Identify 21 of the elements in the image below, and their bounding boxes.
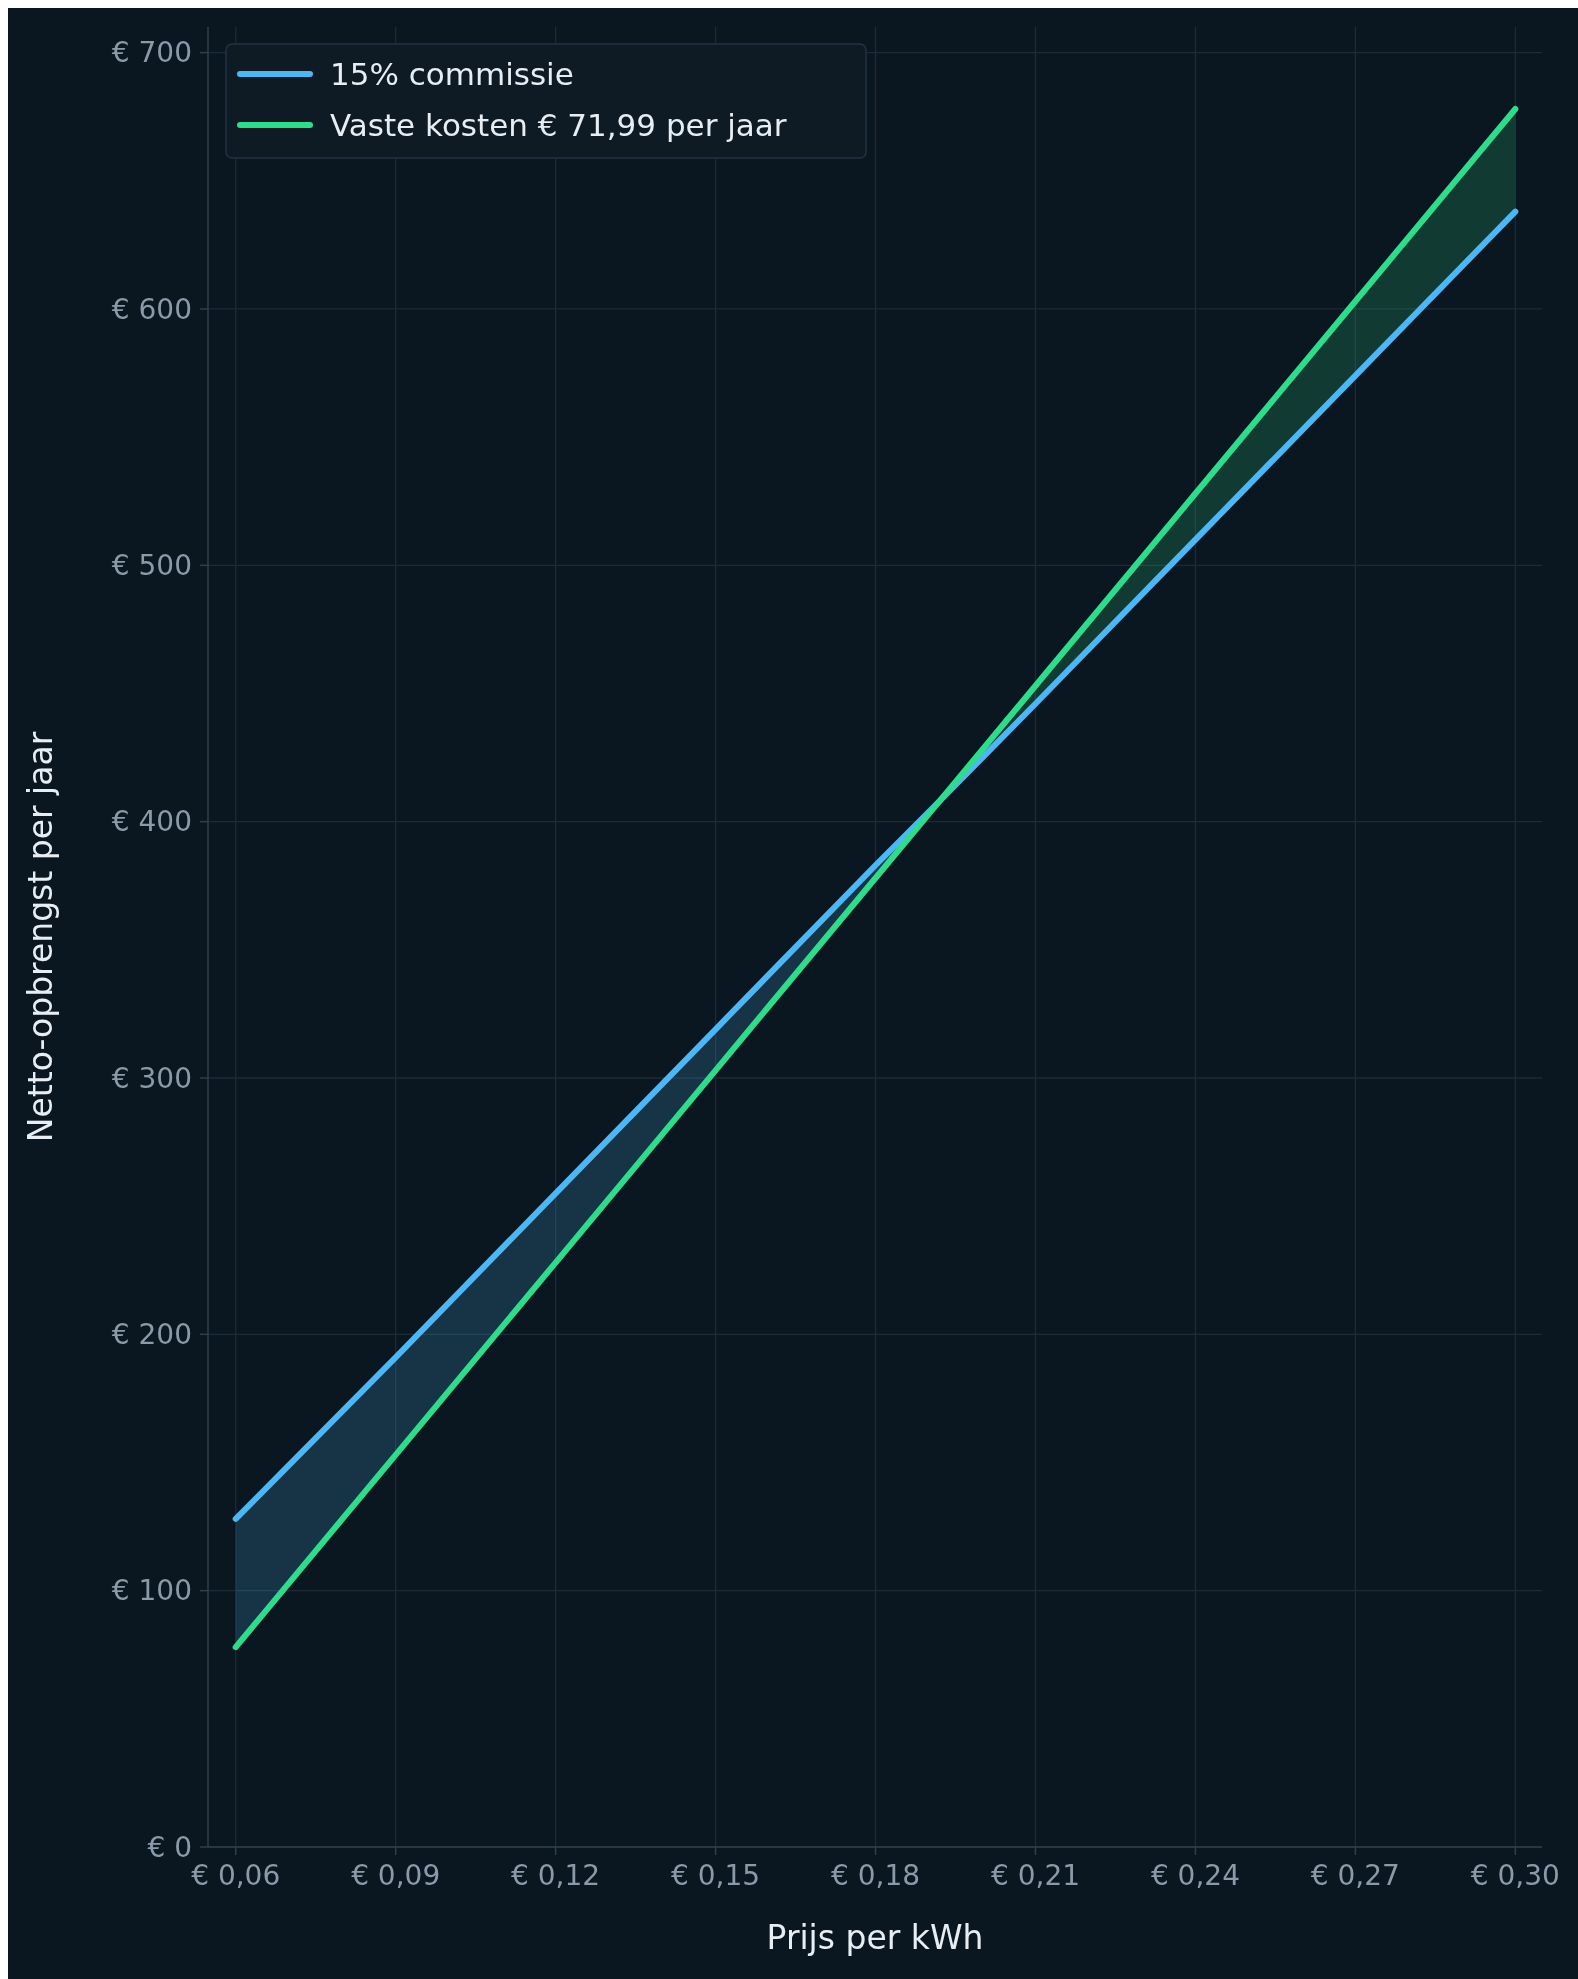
y-tick-label: € 300 bbox=[111, 1061, 192, 1095]
x-tick-label: € 0,15 bbox=[671, 1859, 761, 1892]
y-tick-label: € 400 bbox=[111, 805, 192, 839]
y-tick-label: € 100 bbox=[111, 1574, 192, 1608]
x-tick-label: € 0,27 bbox=[1310, 1859, 1400, 1892]
y-tick-label: € 0 bbox=[147, 1830, 192, 1864]
x-tick-label: € 0,09 bbox=[351, 1859, 441, 1892]
x-tick-label: € 0,18 bbox=[831, 1859, 921, 1892]
y-axis-title: Netto-opbrengst per jaar bbox=[21, 731, 60, 1143]
y-tick-label: € 500 bbox=[111, 549, 192, 583]
legend-label: 15% commissie bbox=[330, 55, 574, 92]
legend-label: Vaste kosten € 71,99 per jaar bbox=[330, 106, 787, 143]
y-tick-label: € 200 bbox=[111, 1318, 192, 1352]
x-tick-label: € 0,24 bbox=[1150, 1859, 1240, 1892]
y-tick-label: € 700 bbox=[111, 36, 192, 70]
x-tick-label: € 0,21 bbox=[990, 1859, 1081, 1892]
x-axis-title: Prijs per kWh bbox=[766, 1918, 984, 1957]
x-tick-label: € 0,06 bbox=[191, 1859, 281, 1892]
y-tick-label: € 600 bbox=[111, 292, 192, 326]
x-tick-label: € 0,30 bbox=[1470, 1859, 1560, 1892]
x-tick-label: € 0,12 bbox=[511, 1859, 601, 1892]
